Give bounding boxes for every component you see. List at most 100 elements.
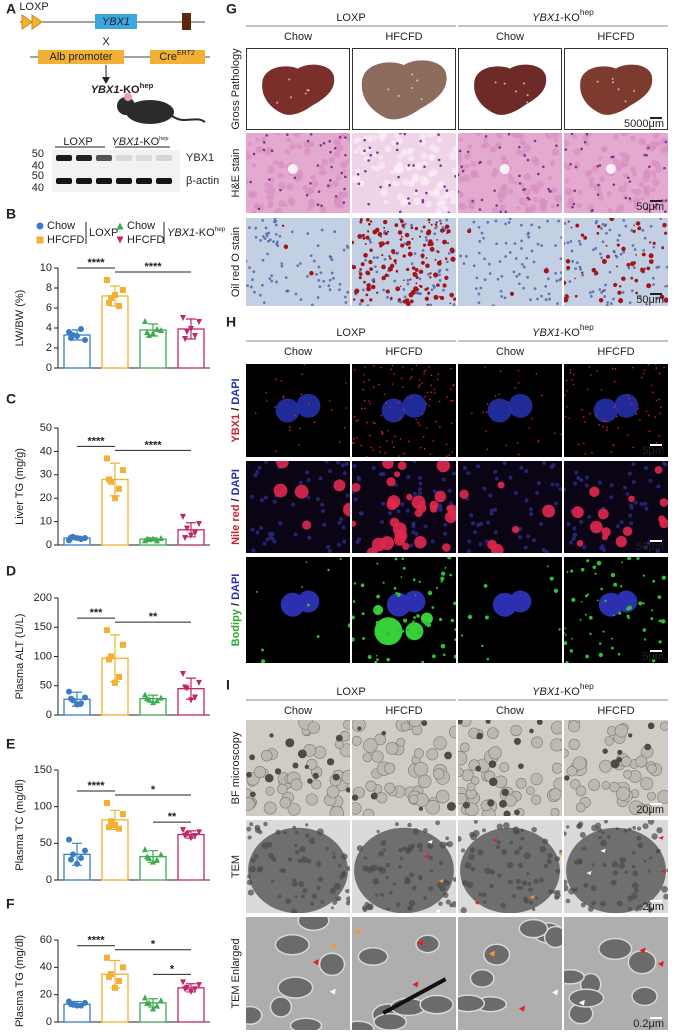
debris <box>297 749 307 759</box>
nucleus <box>324 461 329 464</box>
organelle <box>246 826 252 832</box>
droplet <box>442 653 446 657</box>
cell <box>458 751 468 766</box>
row-label: Bodipy / DAPI <box>230 574 242 647</box>
signal <box>429 453 432 455</box>
nucleus <box>487 398 512 423</box>
cell <box>433 736 447 750</box>
organelle <box>408 899 416 907</box>
lipid <box>663 297 668 303</box>
organelle <box>519 885 524 890</box>
lipid <box>359 220 363 224</box>
mitochondrion <box>598 937 633 961</box>
organelle <box>631 864 636 869</box>
nucleus <box>425 238 429 242</box>
lipid <box>368 222 371 226</box>
error-bar <box>148 850 158 863</box>
nucleus <box>533 139 537 143</box>
signal <box>583 421 586 423</box>
cell <box>339 133 345 136</box>
cell <box>638 181 645 188</box>
nucleus <box>344 153 347 157</box>
nucleus <box>605 231 608 235</box>
droplet <box>431 654 436 659</box>
speck <box>617 88 620 91</box>
dot <box>192 333 198 339</box>
organelle <box>591 824 599 832</box>
dot <box>182 833 188 839</box>
cell <box>246 788 252 798</box>
y-tick-label: 0 <box>46 874 52 886</box>
nucleus <box>443 522 448 527</box>
dot <box>192 986 198 993</box>
micrograph <box>352 133 456 213</box>
organelle <box>528 900 534 905</box>
scale-bar-label: 5μm <box>642 651 664 663</box>
cell <box>277 182 286 191</box>
organelle <box>336 895 342 901</box>
lipid <box>366 271 371 276</box>
nucleus <box>612 250 616 254</box>
nucleus <box>268 277 272 280</box>
nucleus <box>398 210 402 213</box>
micrograph <box>246 133 350 213</box>
row-label: Gross Pathology <box>230 48 242 130</box>
droplet <box>367 655 372 659</box>
nucleus <box>253 473 258 478</box>
ko-label: YBX1-KOhep <box>532 681 594 698</box>
nucleus <box>415 189 418 193</box>
lipid <box>402 254 406 258</box>
nucleus <box>564 487 567 492</box>
nucleus <box>406 278 410 282</box>
organelle <box>398 864 402 869</box>
nucleus <box>249 180 253 184</box>
lipid <box>402 542 410 550</box>
cell <box>396 737 406 747</box>
lipid <box>372 229 378 235</box>
nucleus <box>405 508 410 513</box>
cell <box>641 174 650 183</box>
significance-label: ** <box>149 611 158 623</box>
lipid <box>333 479 346 492</box>
nucleus <box>442 288 445 292</box>
droplet <box>566 570 569 573</box>
organelle <box>407 906 412 911</box>
cell <box>310 174 317 181</box>
nucleus <box>473 530 478 535</box>
signal <box>583 442 585 445</box>
arrowhead <box>557 852 562 856</box>
cell <box>293 133 301 138</box>
cell <box>531 156 539 163</box>
signal <box>372 449 374 451</box>
nucleus <box>296 393 321 418</box>
organelle <box>581 846 587 851</box>
cre-label: CreERT2 <box>159 50 195 63</box>
nucleus <box>278 521 283 526</box>
lipid <box>659 518 668 529</box>
organelle <box>422 828 428 834</box>
cell <box>550 133 559 138</box>
nucleus <box>600 227 603 230</box>
organelle <box>428 855 433 861</box>
organelle <box>642 823 649 830</box>
nucleus <box>652 283 655 286</box>
y-tick-label: 0 <box>46 1016 52 1028</box>
organelle <box>247 835 252 840</box>
nucleus <box>437 270 441 274</box>
organelle <box>577 859 583 865</box>
signal <box>410 375 413 378</box>
signal <box>426 391 429 394</box>
nucleus <box>615 524 620 529</box>
organelle <box>518 845 523 850</box>
nucleus <box>367 202 370 206</box>
cell <box>550 186 558 194</box>
nucleus <box>576 475 581 480</box>
debris <box>476 732 484 740</box>
lipid <box>581 271 584 274</box>
nucleus <box>342 471 347 476</box>
droplet <box>610 646 614 650</box>
lipid <box>400 235 403 238</box>
nucleus <box>373 265 377 269</box>
organelle <box>555 868 561 874</box>
cell <box>647 763 657 774</box>
